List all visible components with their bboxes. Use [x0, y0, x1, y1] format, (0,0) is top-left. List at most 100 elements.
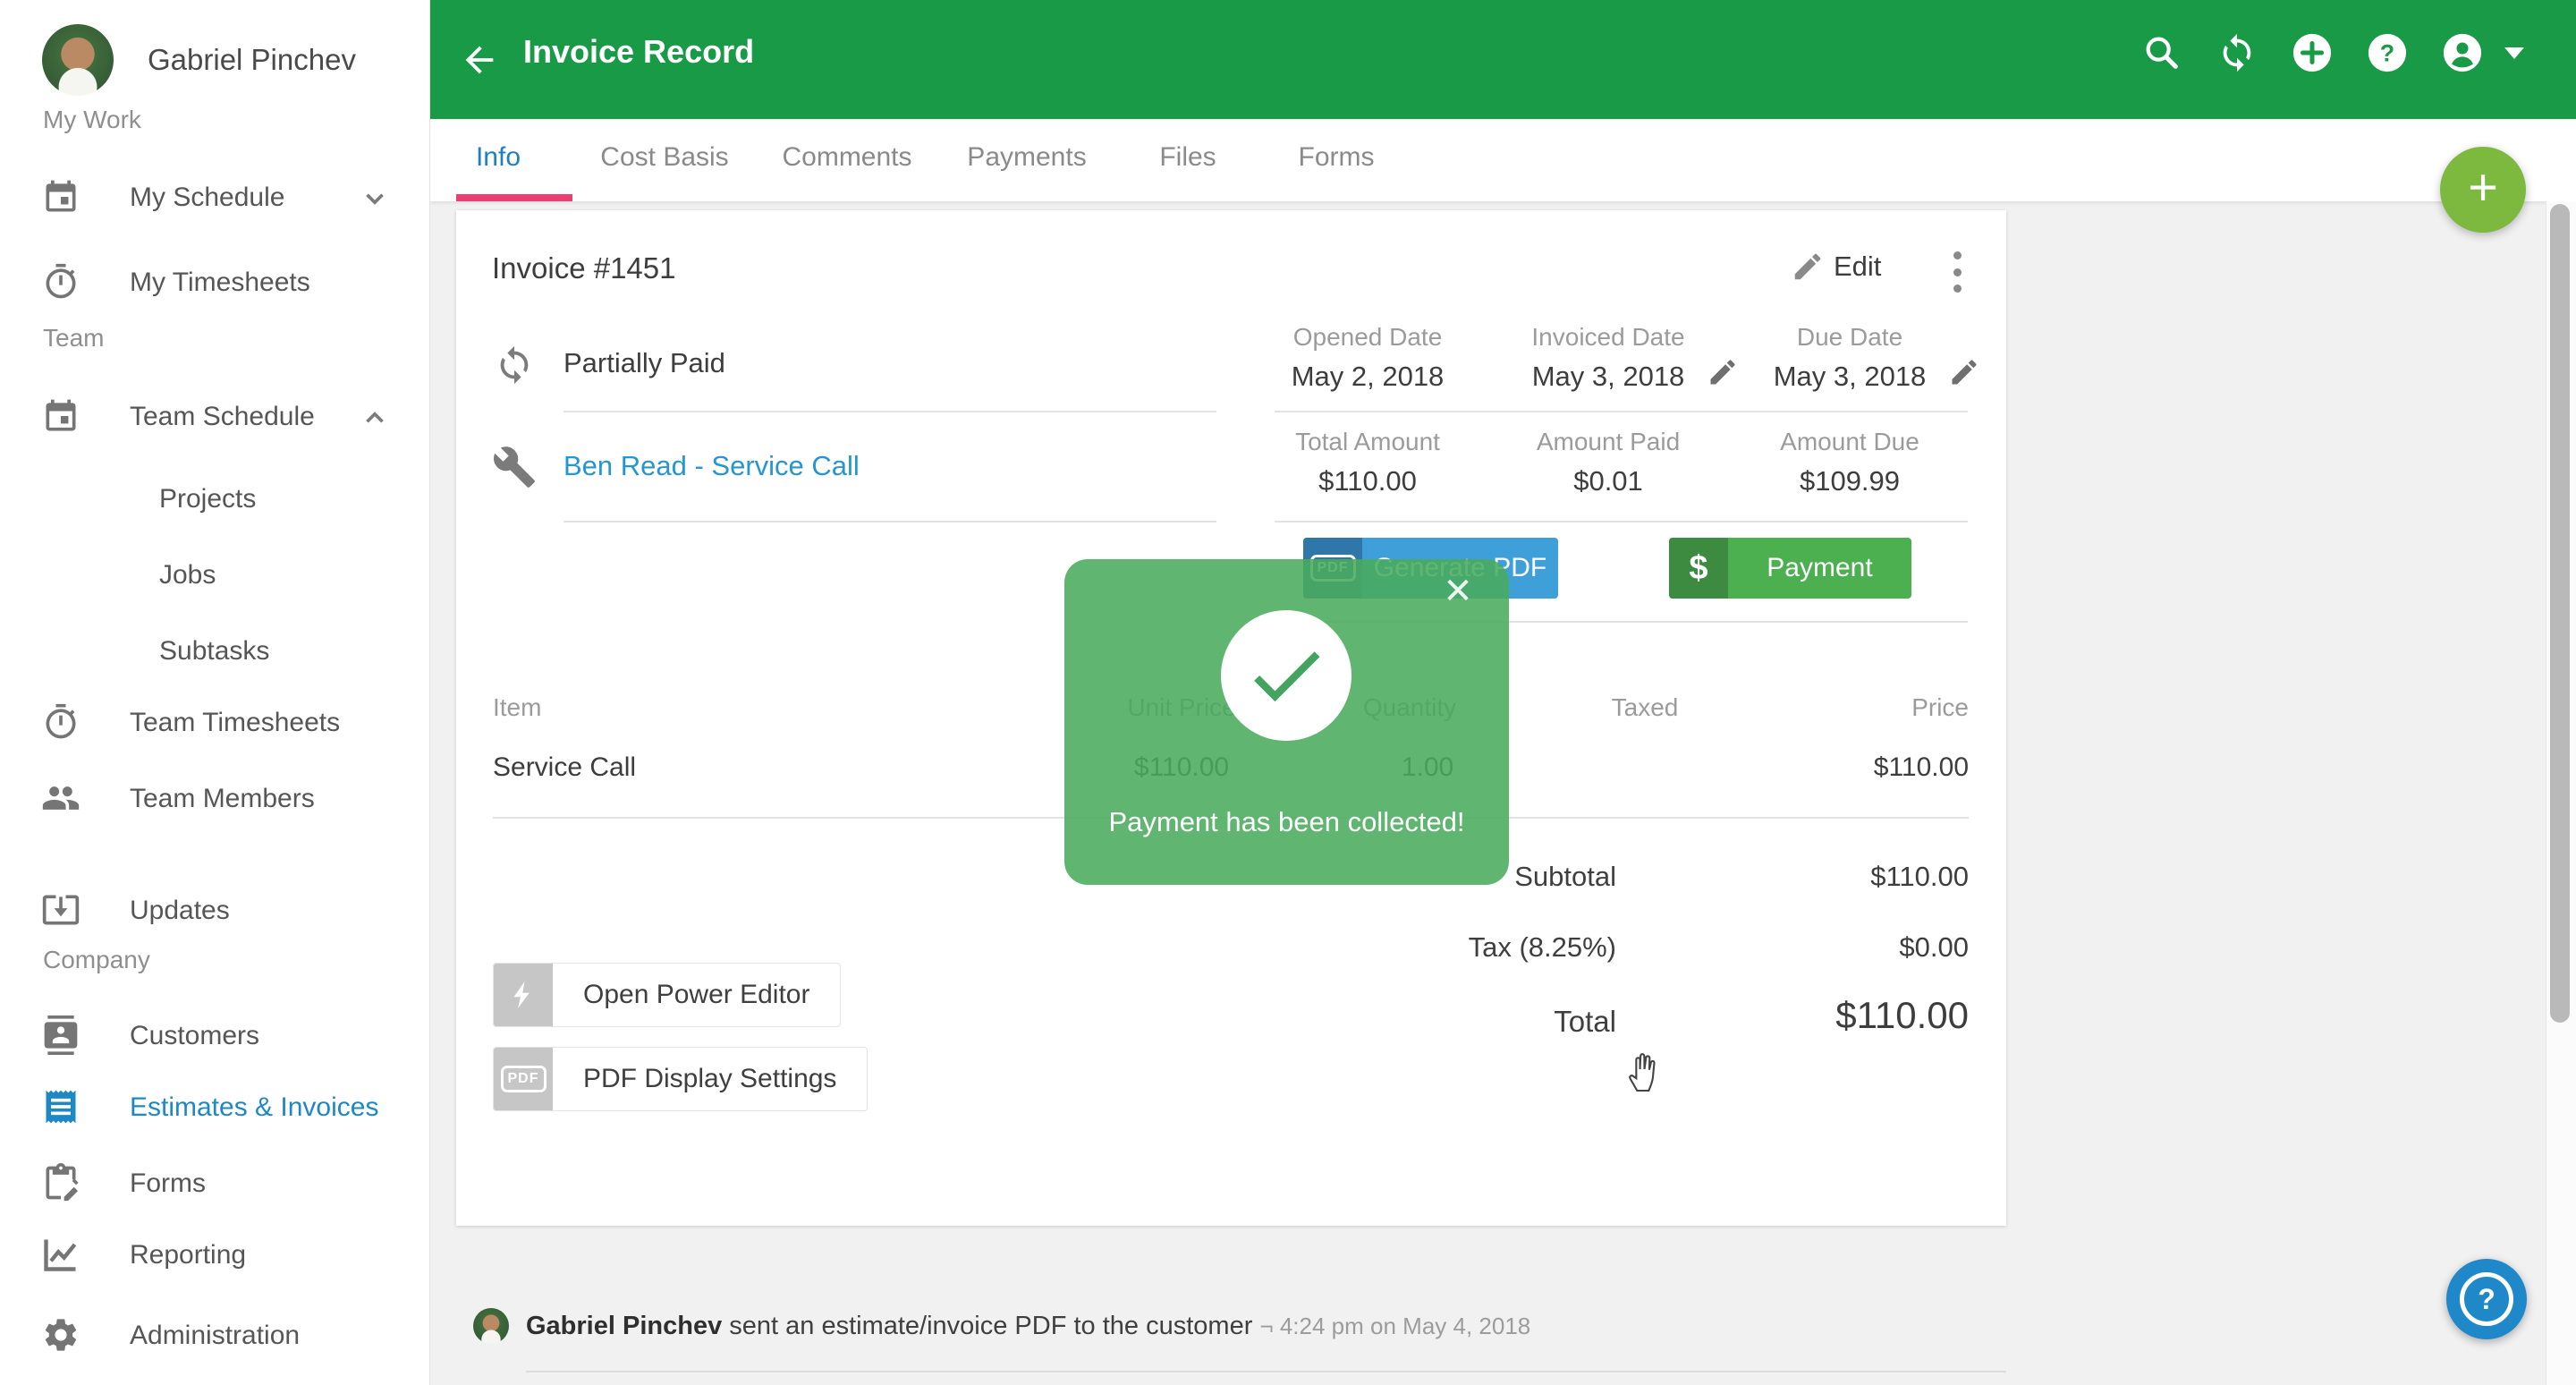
user-profile[interactable]: Gabriel Pinchev: [0, 0, 429, 107]
scrollbar-track[interactable]: [2546, 201, 2576, 1385]
total-amount-value: $110.00: [1318, 465, 1417, 497]
divider: [564, 521, 1216, 523]
sidebar-item-label: Jobs: [159, 560, 216, 590]
account-caret-icon[interactable]: [2504, 47, 2524, 59]
pdf-display-settings-button[interactable]: PDF PDF Display Settings: [493, 1047, 869, 1111]
back-arrow-icon[interactable]: [459, 39, 500, 81]
sidebar-item-administration[interactable]: Administration: [0, 1295, 428, 1375]
pdf-display-settings-label: PDF Display Settings: [583, 1064, 837, 1093]
calendar-icon: [41, 177, 80, 217]
sidebar-item-label: Administration: [130, 1321, 301, 1350]
sidebar-item-subtasks[interactable]: Subtasks: [0, 610, 428, 691]
sidebar-item-forms[interactable]: Forms: [0, 1143, 428, 1223]
edit-due-date-icon[interactable]: [1948, 356, 1980, 388]
open-power-editor-label: Open Power Editor: [583, 980, 810, 1009]
pencil-icon: [1791, 250, 1825, 284]
clipboard-pencil-icon: [41, 1163, 80, 1202]
subtotal-label: Subtotal: [1514, 861, 1616, 892]
activity-user: Gabriel Pinchev: [526, 1312, 723, 1340]
record-tabs: Info Cost Basis Comments Payments Files …: [429, 119, 2576, 201]
receipt-icon: [41, 1087, 80, 1126]
opened-date-value: May 2, 2018: [1291, 361, 1445, 392]
search-icon[interactable]: [2141, 32, 2182, 73]
job-link[interactable]: Ben Read - Service Call: [564, 450, 860, 481]
divider: [1275, 411, 1968, 412]
tab-forms[interactable]: Forms: [1298, 142, 1375, 172]
chevron-down-icon: [360, 183, 390, 214]
sidebar-item-team-members[interactable]: Team Members: [0, 758, 428, 838]
payment-label: Payment: [1767, 553, 1873, 582]
sidebar-item-estimates-invoices[interactable]: Estimates & Invoices: [0, 1066, 428, 1147]
sidebar-item-label: Forms: [130, 1168, 206, 1198]
close-icon[interactable]: ✕: [1443, 572, 1473, 611]
contact-card-icon: [41, 1015, 80, 1055]
add-circle-icon[interactable]: [2292, 32, 2333, 73]
top-app-bar: Invoice Record ?: [429, 0, 2576, 119]
activity-action: sent an estimate/invoice PDF to the cust…: [729, 1312, 1253, 1340]
tax-value: $0.00: [1899, 931, 1969, 963]
svg-text:?: ?: [2380, 40, 2394, 67]
tax-label: Tax (8.25%): [1468, 931, 1616, 963]
sidebar-item-projects[interactable]: Projects: [0, 458, 428, 539]
sidebar-item-label: Team Timesheets: [130, 708, 341, 737]
stopwatch-icon: [41, 262, 80, 302]
pdf-icon: PDF: [494, 1048, 553, 1110]
edit-button[interactable]: Edit: [1791, 250, 1881, 284]
section-label-team: Team: [43, 324, 105, 352]
add-fab-button[interactable]: +: [2440, 147, 2526, 233]
invoiced-date-value: May 3, 2018: [1531, 361, 1685, 392]
status-sync-icon: [494, 344, 535, 386]
calendar-icon: [41, 396, 80, 436]
sidebar-item-label: My Schedule: [130, 183, 285, 212]
edit-label: Edit: [1834, 251, 1882, 282]
tab-cost-basis[interactable]: Cost Basis: [600, 142, 729, 172]
sidebar-item-customers[interactable]: Customers: [0, 995, 428, 1075]
tab-info[interactable]: Info: [475, 142, 521, 172]
inbox-download-icon: [41, 890, 80, 930]
chevron-up-icon: [360, 403, 390, 433]
edit-invoiced-date-icon[interactable]: [1707, 356, 1739, 388]
tab-files[interactable]: Files: [1159, 142, 1216, 172]
account-icon[interactable]: [2442, 32, 2483, 73]
subtotal-value: $110.00: [1870, 861, 1969, 892]
tab-comments[interactable]: Comments: [782, 142, 912, 172]
sidebar-item-label: Reporting: [130, 1240, 247, 1270]
gear-icon: [41, 1315, 80, 1355]
sidebar-item-label: Projects: [159, 484, 257, 514]
sidebar: Gabriel Pinchev My Work My Schedule My T…: [0, 0, 430, 1385]
toast-message: Payment has been collected!: [1108, 806, 1465, 837]
help-circle-icon[interactable]: ?: [2367, 32, 2408, 73]
people-icon: [41, 778, 80, 818]
sidebar-item-team-timesheets[interactable]: Team Timesheets: [0, 682, 428, 762]
more-options-icon[interactable]: [1939, 248, 1975, 296]
sidebar-item-jobs[interactable]: Jobs: [0, 534, 428, 615]
divider: [564, 411, 1216, 412]
chart-line-icon: [41, 1235, 80, 1274]
sync-icon[interactable]: [2216, 32, 2258, 73]
check-icon: [1254, 651, 1320, 702]
sidebar-item-my-timesheets[interactable]: My Timesheets: [0, 242, 428, 322]
page-title: Invoice Record: [523, 33, 755, 70]
line-item-name: Service Call: [493, 752, 637, 782]
sidebar-item-label: Subtasks: [159, 636, 270, 666]
col-header-price: Price: [1911, 693, 1969, 721]
total-label: Total: [1554, 1005, 1616, 1038]
opened-date-label: Opened Date: [1292, 323, 1443, 351]
scrollbar-thumb[interactable]: [2550, 204, 2570, 1023]
sidebar-item-reporting[interactable]: Reporting: [0, 1214, 428, 1295]
invoice-number: Invoice #1451: [492, 251, 676, 285]
help-fab-button[interactable]: ?: [2446, 1259, 2527, 1339]
sidebar-item-my-schedule[interactable]: My Schedule: [0, 157, 428, 237]
section-label-my-work: My Work: [43, 106, 141, 133]
sidebar-item-label: Customers: [130, 1021, 260, 1050]
payment-button[interactable]: $ Payment: [1669, 538, 1911, 599]
tab-payments[interactable]: Payments: [967, 142, 1087, 172]
lightning-icon: [494, 964, 553, 1026]
sidebar-item-updates[interactable]: Updates: [0, 870, 428, 950]
open-power-editor-button[interactable]: Open Power Editor: [493, 963, 842, 1027]
stopwatch-icon: [41, 702, 80, 742]
sidebar-item-team-schedule[interactable]: Team Schedule: [0, 376, 428, 456]
total-amount-label: Total Amount: [1295, 428, 1440, 455]
payment-success-toast: ✕ Payment has been collected!: [1064, 559, 1509, 885]
